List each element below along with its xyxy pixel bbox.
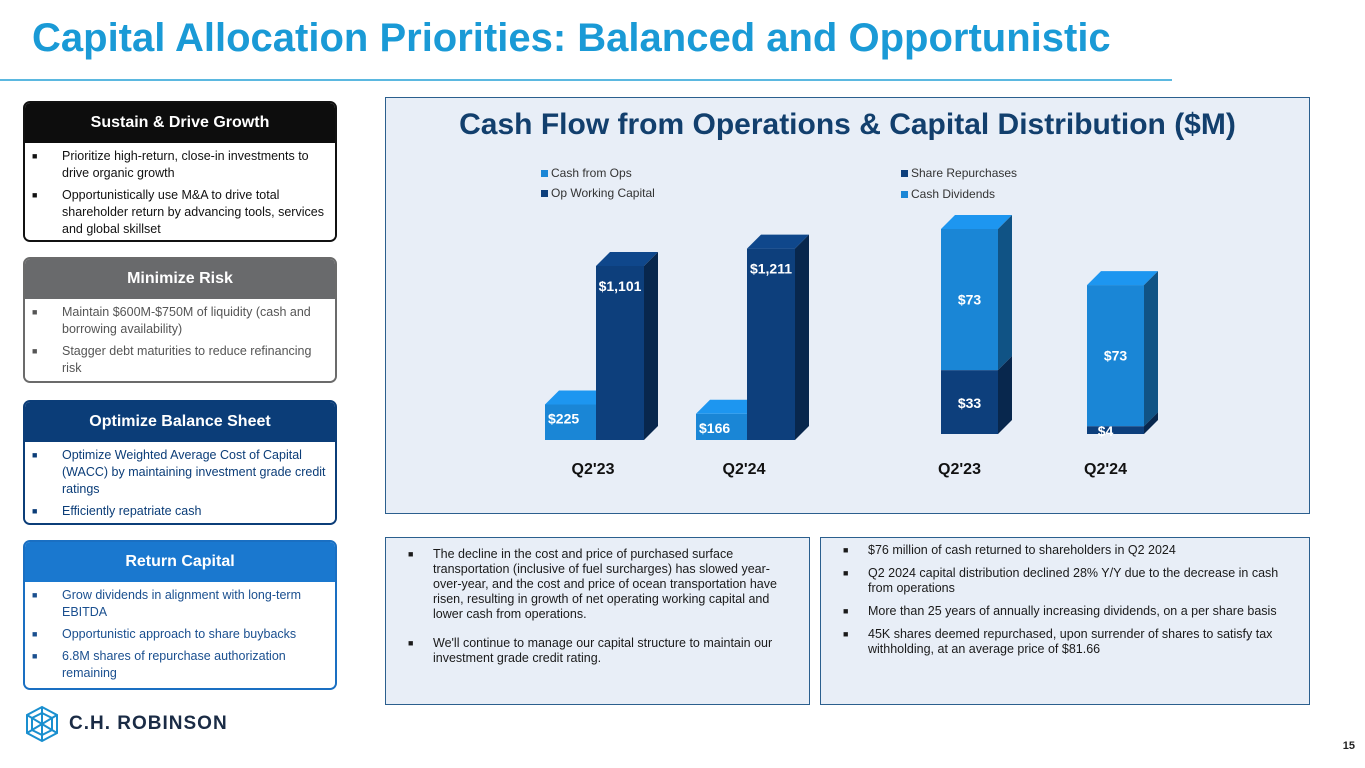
data-label: $1,211 <box>750 261 792 277</box>
note-bullet: We'll continue to manage our capital str… <box>408 636 797 666</box>
card-bullet: Prioritize high-return, close-in investm… <box>31 148 327 182</box>
note-bullet: $76 million of cash returned to sharehol… <box>843 543 1299 558</box>
bar-op-working-capital-top <box>747 234 809 249</box>
bar-cash-dividends-top <box>1087 271 1158 286</box>
bar-cash-from-ops-top <box>696 399 761 414</box>
data-label: $1,101 <box>599 278 642 294</box>
bar-share-repurchases-side <box>1144 412 1158 434</box>
card-sustain-growth: Sustain & Drive Growth Prioritize high-r… <box>23 101 337 242</box>
bar-op-working-capital-top <box>596 252 658 266</box>
legend-swatch <box>541 170 548 177</box>
bar-share-repurchases-side <box>998 356 1012 434</box>
bar-cash-dividends-side <box>998 215 1012 371</box>
data-label: $225 <box>548 410 579 426</box>
card-bullet: Stagger debt maturities to reduce refina… <box>31 343 327 377</box>
card-optimize-balance-sheet: Optimize Balance Sheet Optimize Weighted… <box>23 400 337 525</box>
card-return-capital: Return Capital Grow dividends in alignme… <box>23 540 337 690</box>
x-tick-label: Q2'24 <box>723 461 766 478</box>
bar-op-working-capital-side <box>644 252 658 440</box>
data-label: $4 <box>1098 423 1114 439</box>
card-bullet: Optimize Weighted Average Cost of Capita… <box>31 447 327 498</box>
data-label: $33 <box>958 395 982 411</box>
page-number: 15 <box>1342 740 1355 752</box>
bar-cash-from-ops-top <box>545 390 610 405</box>
company-logo: C.H. ROBINSON <box>24 705 228 743</box>
bar-cash-from-ops <box>545 404 596 440</box>
note-bullet: Q2 2024 capital distribution declined 28… <box>843 566 1299 596</box>
x-tick-label: Q2'23 <box>938 461 981 478</box>
bar-op-working-capital <box>596 266 644 440</box>
legend-swatch <box>901 191 908 198</box>
bar-charts: Cash from Ops Op Working Capital $225 $1,10… <box>541 166 1158 478</box>
card-heading: Optimize Balance Sheet <box>25 402 335 442</box>
logo-icon <box>26 705 58 743</box>
notes-right-box: $76 million of cash returned to sharehol… <box>820 537 1310 705</box>
card-bullet: Efficiently repatriate cash <box>31 503 327 520</box>
legend-swatch <box>901 170 908 177</box>
card-bullet: Grow dividends in alignment with long-te… <box>31 587 327 621</box>
title-divider <box>0 79 1172 81</box>
bar-cash-dividends <box>1087 285 1144 427</box>
note-bullet: More than 25 years of annually increasin… <box>843 604 1299 619</box>
card-bullet: Opportunistic approach to share buybacks <box>31 626 327 643</box>
legend-label: Op Working Capital <box>551 186 655 200</box>
data-label: $166 <box>699 420 730 436</box>
card-bullet: 6.8M shares of repurchase authorization … <box>31 648 327 682</box>
bar-cash-dividends-side <box>1144 271 1158 427</box>
legend-label: Share Repurchases <box>911 166 1017 180</box>
card-heading: Sustain & Drive Growth <box>25 103 335 143</box>
logo-wordmark: C.H. ROBINSON <box>69 713 228 734</box>
card-bullet: Maintain $600M-$750M of liquidity (cash … <box>31 304 327 338</box>
bar-op-working-capital <box>747 248 795 440</box>
legend-label: Cash from Ops <box>551 166 632 180</box>
chart-title: Cash Flow from Operations & Capital Dist… <box>459 108 1236 141</box>
card-bullet: Opportunistically use M&A to drive total… <box>31 187 327 238</box>
card-heading: Minimize Risk <box>25 259 335 299</box>
x-tick-label: Q2'23 <box>572 461 615 478</box>
note-bullet: The decline in the cost and price of pur… <box>408 547 797 622</box>
x-tick-label: Q2'24 <box>1084 461 1127 478</box>
page-title: Capital Allocation Priorities: Balanced … <box>32 16 1111 60</box>
bar-share-repurchases <box>941 370 998 434</box>
bar-cash-from-ops <box>696 413 747 440</box>
note-bullet: 45K shares deemed repurchased, upon surr… <box>843 627 1299 657</box>
bar-cash-dividends-top <box>941 215 1012 229</box>
chart-panel: Cash Flow from Operations & Capital Dist… <box>385 97 1310 514</box>
notes-left-box: The decline in the cost and price of pur… <box>385 537 810 705</box>
data-label: $73 <box>1104 348 1128 364</box>
bar-share-repurchases <box>1087 426 1144 434</box>
card-heading: Return Capital <box>25 542 335 582</box>
data-label: $73 <box>958 292 982 308</box>
legend-swatch <box>541 190 548 197</box>
bar-cash-dividends <box>941 229 998 371</box>
bar-op-working-capital-side <box>795 234 809 440</box>
card-minimize-risk: Minimize Risk Maintain $600M-$750M of li… <box>23 257 337 383</box>
legend-label: Cash Dividends <box>911 187 995 201</box>
